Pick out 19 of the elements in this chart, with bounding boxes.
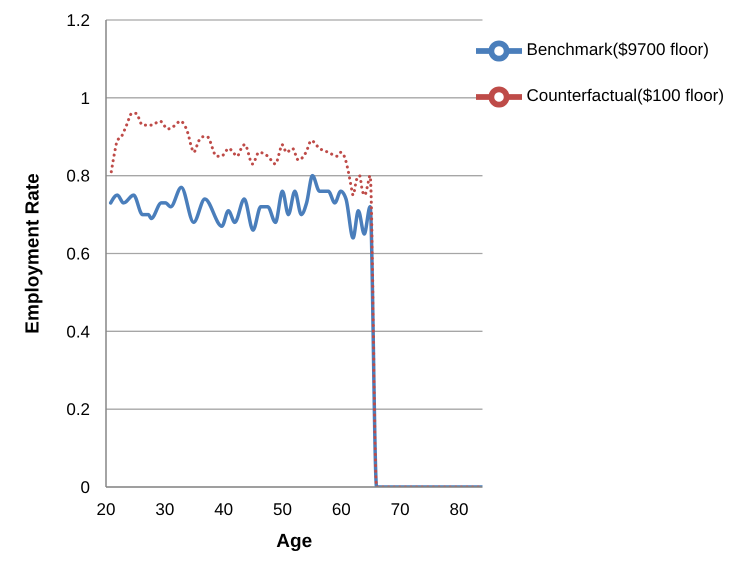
x-tick-label: 20	[96, 500, 116, 520]
y-tick-label: 0	[80, 478, 90, 498]
y-tick-label: 0.8	[66, 166, 90, 186]
line-series	[110, 112, 482, 487]
x-tick-label: 40	[214, 500, 234, 520]
y-tick-label: 1	[80, 88, 90, 108]
y-axis-title: Employment Rate	[22, 173, 44, 334]
x-axis-title: Age	[276, 531, 312, 552]
y-tick-label: 0.4	[66, 322, 90, 342]
legend-label: Counterfactual($100 floor)	[526, 86, 724, 106]
x-tick-label: 70	[390, 500, 410, 520]
y-tick-label: 0.6	[66, 244, 90, 264]
y-tick-label: 0.2	[66, 400, 90, 420]
x-tick-label: 60	[332, 500, 351, 520]
x-tick-label: 80	[449, 500, 468, 520]
y-tick-label: 1.2	[66, 11, 90, 30]
x-tick-label: 50	[273, 500, 292, 520]
legend-label: Benchmark($9700 floor)	[526, 40, 709, 60]
x-tick-label: 30	[155, 500, 174, 520]
